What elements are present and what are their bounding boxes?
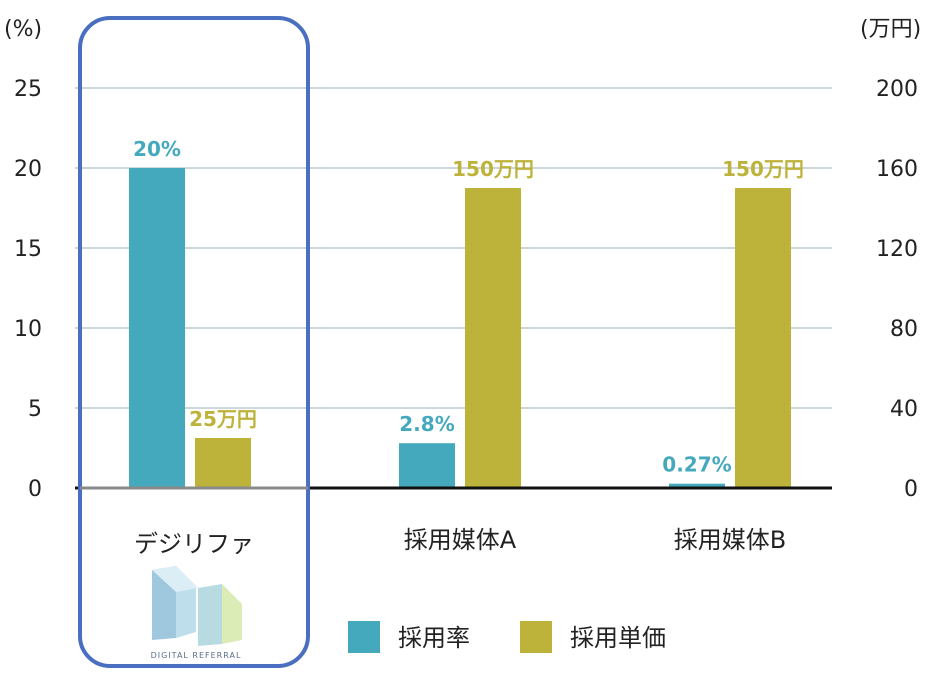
logo-shape bbox=[198, 584, 222, 646]
category-label: デジリファ bbox=[134, 530, 254, 558]
logo-shape bbox=[222, 584, 242, 644]
logo-shape bbox=[152, 566, 198, 592]
right-axis-unit: (万円) bbox=[860, 17, 921, 42]
bar bbox=[465, 188, 521, 488]
bar bbox=[399, 443, 455, 488]
legend-label: 採用率 bbox=[398, 624, 470, 652]
bar bbox=[735, 188, 791, 488]
right-tick-label: 200 bbox=[876, 77, 918, 102]
left-tick-label: 15 bbox=[14, 237, 42, 262]
left-tick-label: 0 bbox=[28, 477, 42, 502]
right-tick-label: 160 bbox=[876, 157, 918, 182]
data-label: 0.27% bbox=[662, 453, 731, 477]
bar bbox=[669, 483, 725, 488]
category-labels: デジリファ 採用媒体A 採用媒体B bbox=[134, 526, 786, 558]
data-label: 150万円 bbox=[722, 157, 804, 181]
right-axis: (万円) 0 40 80 120 160 200 bbox=[860, 17, 921, 502]
data-label: 150万円 bbox=[452, 157, 534, 181]
left-axis-unit: (%) bbox=[4, 17, 42, 42]
digital-referral-logo: DIGITAL REFERRAL bbox=[151, 566, 242, 660]
legend-label: 採用単価 bbox=[570, 624, 666, 652]
right-tick-label: 120 bbox=[876, 237, 918, 262]
bar-labels: 20% 25万円 2.8% 150万円 0.27% 150万円 bbox=[133, 137, 804, 477]
left-tick-label: 25 bbox=[14, 77, 42, 102]
left-axis: (%) 0 5 10 15 20 25 bbox=[4, 17, 42, 502]
right-tick-label: 80 bbox=[890, 317, 918, 342]
logo-text: DIGITAL REFERRAL bbox=[151, 651, 242, 660]
left-tick-label: 5 bbox=[28, 397, 42, 422]
data-label: 20% bbox=[133, 137, 181, 161]
category-label: 採用媒体A bbox=[404, 526, 517, 554]
data-label: 2.8% bbox=[399, 412, 454, 436]
highlight-box bbox=[78, 16, 310, 668]
highlight-border bbox=[78, 16, 310, 668]
left-tick-label: 20 bbox=[14, 157, 42, 182]
legend: 採用率 採用単価 bbox=[348, 621, 666, 653]
data-label: 25万円 bbox=[189, 407, 257, 431]
left-tick-label: 10 bbox=[14, 317, 42, 342]
right-tick-label: 0 bbox=[904, 477, 918, 502]
bar bbox=[195, 438, 251, 488]
bar bbox=[129, 168, 185, 488]
category-label: 採用媒体B bbox=[674, 526, 786, 554]
right-tick-label: 40 bbox=[890, 397, 918, 422]
legend-swatch bbox=[520, 621, 552, 653]
legend-swatch bbox=[348, 621, 380, 653]
bars bbox=[129, 168, 791, 488]
logo-mark bbox=[152, 566, 242, 646]
grid-lines bbox=[75, 87, 832, 409]
